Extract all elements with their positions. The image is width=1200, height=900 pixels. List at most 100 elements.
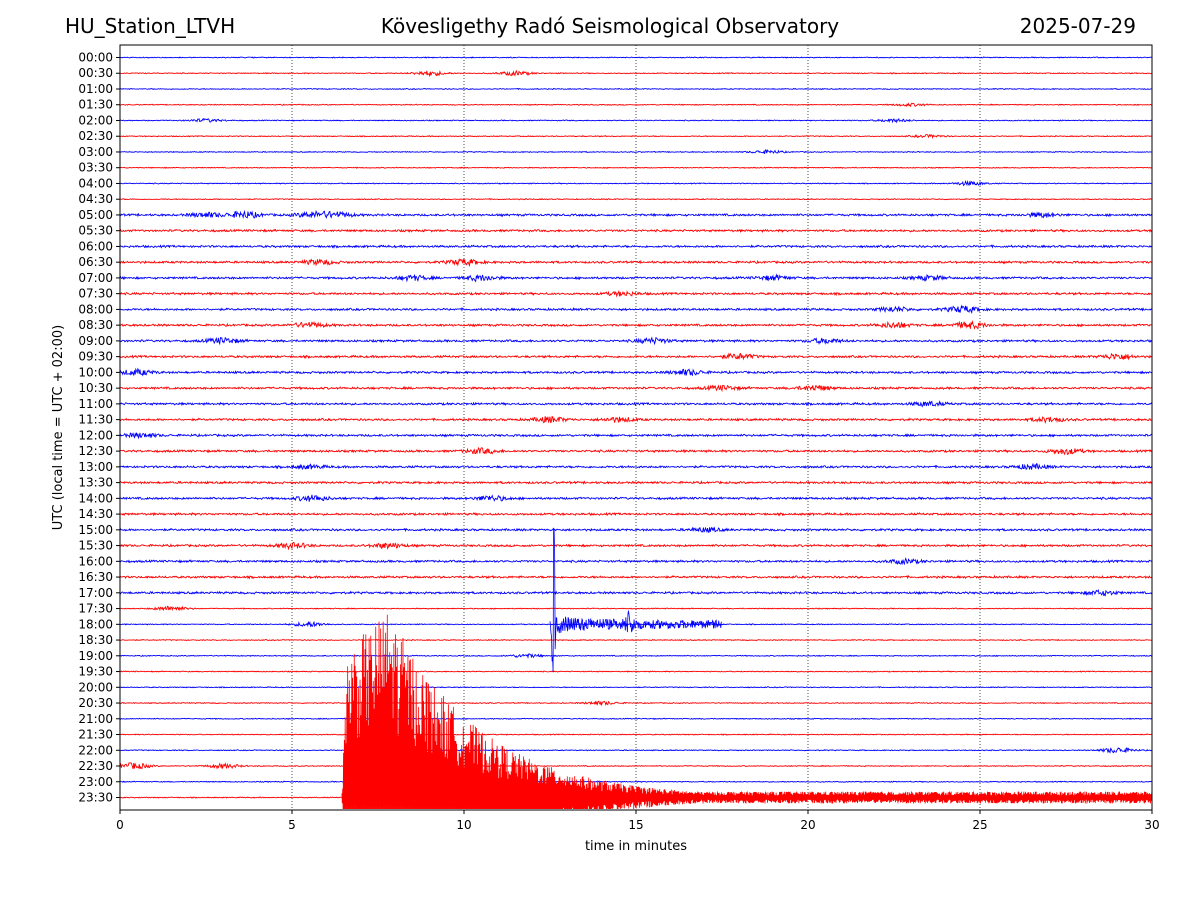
trace-1430 bbox=[119, 511, 1153, 517]
trace-1400 bbox=[119, 494, 1153, 502]
y-tick-label: 20:00 bbox=[78, 680, 113, 694]
trace-0030 bbox=[119, 69, 1153, 78]
y-tick-label: 07:00 bbox=[78, 271, 113, 285]
trace-1300 bbox=[119, 462, 1153, 471]
trace-0500 bbox=[119, 209, 1153, 219]
y-tick-label: 23:00 bbox=[78, 775, 113, 789]
y-tick-label: 07:30 bbox=[78, 287, 113, 301]
y-tick-label: 04:00 bbox=[78, 176, 113, 190]
trace-0630 bbox=[119, 258, 1153, 267]
y-tick-label: 06:30 bbox=[78, 255, 113, 269]
chart-title: Kövesligethy Radó Seismological Observat… bbox=[380, 14, 840, 38]
trace-0700 bbox=[119, 273, 1153, 283]
trace-0100 bbox=[119, 87, 1153, 91]
y-tick-label: 09:00 bbox=[78, 334, 113, 348]
chart-date: 2025-07-29 bbox=[1019, 14, 1136, 38]
trace-1130 bbox=[119, 415, 1153, 424]
x-tick-label: 5 bbox=[288, 818, 296, 832]
trace-0300 bbox=[119, 149, 1153, 154]
trace-1600 bbox=[119, 557, 1153, 566]
y-tick-label: 14:30 bbox=[78, 507, 113, 521]
y-tick-label: 13:30 bbox=[78, 476, 113, 490]
y-tick-label: 16:30 bbox=[78, 570, 113, 584]
trace-2300 bbox=[119, 780, 1153, 783]
trace-1630 bbox=[119, 574, 1153, 580]
y-tick-label: 15:00 bbox=[78, 523, 113, 537]
y-tick-label: 19:00 bbox=[78, 649, 113, 663]
y-tick-label: 18:00 bbox=[78, 617, 113, 631]
x-tick-label: 30 bbox=[1144, 818, 1159, 832]
y-tick-label: 22:00 bbox=[78, 743, 113, 757]
x-axis-label: time in minutes bbox=[585, 839, 687, 854]
trace-0430 bbox=[119, 197, 1153, 201]
trace-0800 bbox=[119, 304, 1153, 314]
y-tick-label: 02:00 bbox=[78, 113, 113, 127]
y-tick-label: 18:30 bbox=[78, 633, 113, 647]
y-tick-label: 21:30 bbox=[78, 728, 113, 742]
x-tick-label: 20 bbox=[800, 818, 815, 832]
x-tick-label: 10 bbox=[456, 818, 471, 832]
trace-0000 bbox=[119, 56, 1153, 59]
trace-0230 bbox=[119, 133, 1153, 140]
trace-0530 bbox=[119, 228, 1153, 234]
y-tick-label: 11:30 bbox=[78, 413, 113, 427]
y-tick-label: 15:30 bbox=[78, 539, 113, 553]
trace-1330 bbox=[119, 480, 1153, 485]
trace-2100 bbox=[119, 717, 1153, 720]
trace-2030 bbox=[120, 700, 1153, 707]
y-tick-label: 04:30 bbox=[78, 192, 113, 206]
y-tick-label: 12:00 bbox=[78, 428, 113, 442]
trace-0900 bbox=[119, 336, 1153, 346]
station-name: HU_Station_LTVH bbox=[65, 14, 236, 38]
seismic-traces bbox=[119, 56, 1153, 810]
y-tick-label: 23:30 bbox=[78, 791, 113, 805]
trace-1200 bbox=[119, 432, 1153, 440]
y-tick-label: 05:30 bbox=[78, 224, 113, 238]
trace-1530 bbox=[119, 541, 1153, 551]
y-tick-label: 01:00 bbox=[78, 82, 113, 96]
trace-2000 bbox=[119, 686, 1153, 689]
trace-0400 bbox=[119, 179, 1153, 187]
trace-1030 bbox=[119, 384, 1153, 393]
trace-2200 bbox=[119, 747, 1153, 754]
y-tick-label: 17:30 bbox=[78, 602, 113, 616]
y-tick-label: 22:30 bbox=[78, 759, 113, 773]
y-tick-label: 14:00 bbox=[78, 491, 113, 505]
y-tick-label: 00:30 bbox=[78, 66, 113, 80]
y-tick-label: 21:00 bbox=[78, 712, 113, 726]
y-tick-label: 03:30 bbox=[78, 161, 113, 175]
trace-1000 bbox=[119, 367, 1153, 377]
y-axis-label: UTC (local time = UTC + 02:00) bbox=[51, 325, 66, 530]
y-tick-label: 19:30 bbox=[78, 665, 113, 679]
y-tick-label: 03:00 bbox=[78, 145, 113, 159]
x-tick-label: 15 bbox=[628, 818, 643, 832]
y-tick-label: 01:30 bbox=[78, 98, 113, 112]
trace-1500 bbox=[119, 526, 1153, 534]
y-tick-label: 08:00 bbox=[78, 302, 113, 316]
trace-0600 bbox=[119, 244, 1153, 249]
trace-0930 bbox=[119, 352, 1153, 361]
event-trace-1800 bbox=[549, 527, 723, 672]
trace-0200 bbox=[119, 117, 1153, 124]
x-tick-label: 0 bbox=[116, 818, 124, 832]
x-axis: 0 5 10 15 20 25 30 bbox=[116, 810, 1160, 832]
trace-1730 bbox=[119, 605, 1152, 612]
y-tick-label: 10:30 bbox=[78, 381, 113, 395]
trace-1930 bbox=[119, 670, 1153, 673]
trace-1900 bbox=[119, 653, 1153, 659]
y-tick-label: 11:00 bbox=[78, 397, 113, 411]
trace-1700 bbox=[119, 588, 1153, 597]
y-tick-label: 16:00 bbox=[78, 554, 113, 568]
trace-1230 bbox=[119, 446, 1153, 456]
y-tick-label: 06:00 bbox=[78, 239, 113, 253]
y-tick-label: 02:30 bbox=[78, 129, 113, 143]
y-tick-label: 13:00 bbox=[78, 460, 113, 474]
event-trace-2330 bbox=[341, 614, 1153, 810]
trace-0130 bbox=[119, 102, 1153, 108]
y-tick-label: 20:30 bbox=[78, 696, 113, 710]
y-tick-label: 17:00 bbox=[78, 586, 113, 600]
trace-1100 bbox=[119, 399, 1153, 408]
trace-2130 bbox=[119, 733, 1153, 736]
